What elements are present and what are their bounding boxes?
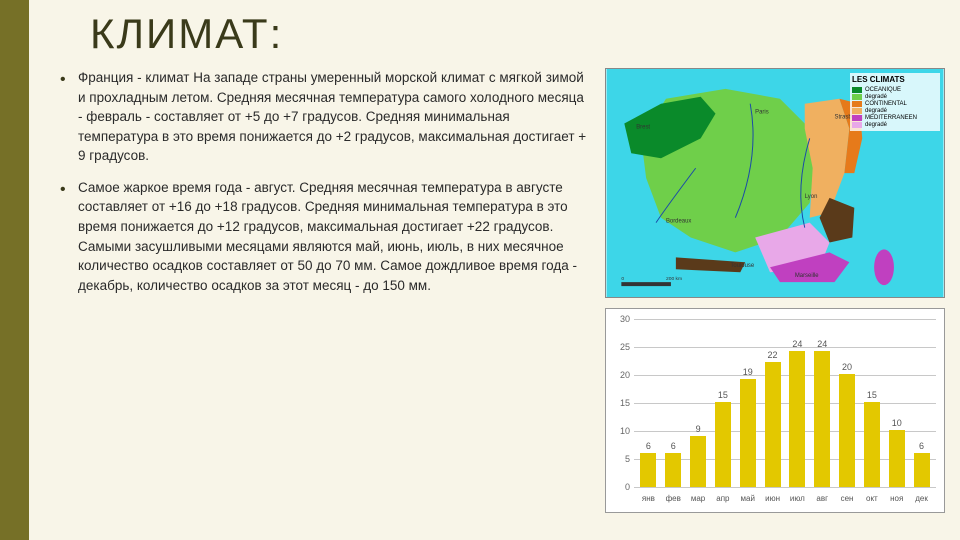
bar-value: 15 xyxy=(867,390,877,400)
month-label: янв xyxy=(642,494,655,503)
bar-column: 6фев xyxy=(661,441,686,487)
y-axis-label: 15 xyxy=(612,398,630,408)
bar xyxy=(740,379,756,487)
svg-text:200 km: 200 km xyxy=(666,276,682,282)
bar-column: 15апр xyxy=(710,390,735,487)
bar-column: 9мар xyxy=(686,424,711,487)
month-label: май xyxy=(741,494,755,503)
month-label: дек xyxy=(915,494,928,503)
bar xyxy=(814,351,830,487)
bar-value: 24 xyxy=(817,339,827,349)
legend-row: MEDITERRANEEN xyxy=(852,115,938,121)
svg-text:Paris: Paris xyxy=(755,110,769,116)
legend-label: MEDITERRANEEN xyxy=(865,115,917,121)
bar xyxy=(864,402,880,487)
legend-label: CONTINENTAL xyxy=(865,101,907,107)
y-axis-label: 25 xyxy=(612,342,630,352)
month-label: окт xyxy=(866,494,878,503)
legend-swatch xyxy=(852,115,862,121)
legend-row: degradé xyxy=(852,122,938,128)
bar xyxy=(690,436,706,487)
page-title: КЛИМАТ: xyxy=(0,0,960,63)
bar-column: 24авг xyxy=(810,339,835,487)
bar-value: 15 xyxy=(718,390,728,400)
map-legend: LES CLIMATS OCEANIQUEdegradéCONTINENTALd… xyxy=(850,73,940,131)
month-label: апр xyxy=(716,494,729,503)
graphics-column: Paris Brest Strasbourg Bordeaux Lyon Mar… xyxy=(605,68,945,513)
month-label: сен xyxy=(841,494,854,503)
bar-column: 19май xyxy=(735,367,760,487)
bar-column: 6дек xyxy=(909,441,934,487)
month-label: мар xyxy=(691,494,705,503)
legend-label: degradé xyxy=(865,94,887,100)
bar-value: 6 xyxy=(919,441,924,451)
month-label: ноя xyxy=(890,494,903,503)
legend-row: CONTINENTAL xyxy=(852,101,938,107)
y-axis-label: 20 xyxy=(612,370,630,380)
svg-text:0: 0 xyxy=(621,276,624,282)
legend-swatch xyxy=(852,87,862,93)
y-axis-label: 30 xyxy=(612,314,630,324)
legend-swatch xyxy=(852,122,862,128)
y-axis-label: 10 xyxy=(612,426,630,436)
month-label: фев xyxy=(666,494,681,503)
legend-label: degradé xyxy=(865,122,887,128)
content-row: Франция - климат На западе страны умерен… xyxy=(0,63,960,523)
svg-text:Bordeaux: Bordeaux xyxy=(666,219,691,225)
climate-map: Paris Brest Strasbourg Bordeaux Lyon Mar… xyxy=(605,68,945,298)
legend-title: LES CLIMATS xyxy=(852,75,938,84)
legend-label: OCEANIQUE xyxy=(865,87,901,93)
svg-text:Marseille: Marseille xyxy=(795,273,819,279)
legend-swatch xyxy=(852,108,862,114)
svg-text:Brest: Brest xyxy=(636,124,650,130)
bar xyxy=(914,453,930,487)
legend-label: degradé xyxy=(865,108,887,114)
paragraph-2: Самое жаркое время года - август. Средня… xyxy=(60,178,590,295)
bar xyxy=(839,374,855,487)
text-column: Франция - климат На западе страны умерен… xyxy=(60,68,590,513)
bar xyxy=(765,362,781,487)
bars-container: 6янв6фев9мар15апр19май22июн24июл24авг20с… xyxy=(634,319,936,487)
bar-value: 19 xyxy=(743,367,753,377)
bar-value: 22 xyxy=(768,350,778,360)
svg-text:Lyon: Lyon xyxy=(805,194,818,200)
bar-column: 10ноя xyxy=(884,418,909,487)
bar-column: 22июн xyxy=(760,350,785,487)
bar-column: 20сен xyxy=(835,362,860,487)
bar xyxy=(715,402,731,487)
legend-row: OCEANIQUE xyxy=(852,87,938,93)
y-axis-label: 5 xyxy=(612,454,630,464)
bar-value: 20 xyxy=(842,362,852,372)
legend-row: degradé xyxy=(852,94,938,100)
legend-swatch xyxy=(852,101,862,107)
bar-column: 15окт xyxy=(859,390,884,487)
month-label: авг xyxy=(816,494,828,503)
bar xyxy=(665,453,681,487)
temperature-chart: 0510152025306янв6фев9мар15апр19май22июн2… xyxy=(605,308,945,513)
month-label: июн xyxy=(765,494,780,503)
legend-row: degradé xyxy=(852,108,938,114)
bar xyxy=(889,430,905,487)
bar-column: 6янв xyxy=(636,441,661,487)
bar-value: 6 xyxy=(671,441,676,451)
bar xyxy=(640,453,656,487)
legend-swatch xyxy=(852,94,862,100)
svg-text:Toulouse: Toulouse xyxy=(730,263,754,269)
bar-value: 10 xyxy=(892,418,902,428)
bar-column: 24июл xyxy=(785,339,810,487)
bar xyxy=(789,351,805,487)
month-label: июл xyxy=(790,494,805,503)
bar-value: 24 xyxy=(792,339,802,349)
gridline xyxy=(634,487,936,488)
bar-value: 9 xyxy=(696,424,701,434)
y-axis-label: 0 xyxy=(612,482,630,492)
paragraph-1: Франция - климат На западе страны умерен… xyxy=(60,68,590,166)
bar-value: 6 xyxy=(646,441,651,451)
